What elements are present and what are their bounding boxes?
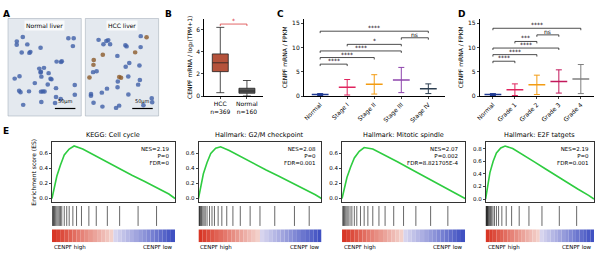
svg-text:CENPF low: CENPF low [143,244,173,250]
svg-text:0.0: 0.0 [186,195,195,201]
svg-text:NES=2.07P=0.002FDR=8.821705E-4: NES=2.07P=0.002FDR=8.821705E-4 [407,146,459,166]
svg-text:0.4: 0.4 [329,165,338,171]
svg-text:****: **** [520,41,532,48]
svg-text:Stage II: Stage II [356,101,378,123]
svg-text:Hallmark: E2F tatgets: Hallmark: E2F tatgets [504,131,575,139]
svg-text:Stage IV: Stage IV [408,100,432,124]
svg-text:Grade 2: Grade 2 [518,101,540,123]
svg-text:Stage III: Stage III [382,101,405,124]
svg-text:*: * [232,17,235,24]
svg-text:D: D [458,9,465,19]
svg-text:5: 5 [296,68,300,75]
svg-text:****: **** [328,57,340,64]
svg-text:Stage I: Stage I [330,101,351,122]
svg-text:0.8: 0.8 [473,145,482,151]
svg-text:15: 15 [292,19,300,26]
svg-text:0.2: 0.2 [186,180,195,186]
svg-text:0.0: 0.0 [39,195,48,201]
svg-text:NES=2.19P=0FDR=0: NES=2.19P=0FDR=0 [141,146,169,166]
svg-text:CENPF high: CENPF high [54,244,86,251]
svg-text:CENPF low: CENPF low [562,244,592,250]
svg-text:KEGG: Cell cycle: KEGG: Cell cycle [86,131,140,139]
svg-text:0.2: 0.2 [329,180,338,186]
svg-text:Grade 4: Grade 4 [562,101,584,123]
svg-text:50μm: 50μm [58,98,73,105]
svg-text:B: B [165,9,172,19]
svg-text:*: * [373,37,376,44]
svg-text:0: 0 [472,92,476,99]
svg-text:****: **** [355,44,367,51]
svg-text:****: **** [498,54,510,61]
svg-text:0.4: 0.4 [473,171,482,177]
svg-text:0: 0 [196,92,200,99]
svg-text:0.6: 0.6 [186,150,195,156]
svg-text:ns: ns [411,31,418,38]
svg-text:0.6: 0.6 [39,150,48,156]
svg-text:10: 10 [468,44,476,51]
svg-text:0: 0 [296,92,300,99]
svg-text:50μm: 50μm [135,98,150,105]
svg-text:0.2: 0.2 [39,180,48,186]
svg-text:CENPF low: CENPF low [290,244,320,250]
svg-text:0.6: 0.6 [473,158,482,164]
svg-text:A: A [3,9,10,19]
svg-text:HCC liver: HCC liver [108,22,136,29]
svg-text:CENPF high: CENPF high [488,244,520,251]
svg-text:2: 2 [196,70,200,77]
svg-text:****: **** [531,21,543,28]
svg-text:ns: ns [544,28,551,35]
svg-text:0.4: 0.4 [186,165,195,171]
svg-text:****: **** [509,48,521,55]
svg-text:****: **** [341,51,353,58]
svg-text:4: 4 [196,48,200,55]
svg-text:15: 15 [468,19,476,26]
svg-text:Normal: Normal [475,101,496,122]
svg-text:CENPF low: CENPF low [433,244,463,250]
svg-text:CENPF mRNA / log₂(TPM+1): CENPF mRNA / log₂(TPM+1) [186,16,194,99]
svg-text:0.4: 0.4 [39,165,48,171]
svg-text:CENPF high: CENPF high [200,244,232,251]
svg-text:10: 10 [292,44,300,51]
svg-text:CENPF mRNA / FPKM: CENPF mRNA / FPKM [457,26,464,88]
svg-text:NES=2.08P=0FDR=0.001: NES=2.08P=0FDR=0.001 [284,146,316,166]
svg-text:Grade 1: Grade 1 [496,101,518,123]
svg-text:E: E [3,126,9,136]
svg-text:C: C [277,9,284,19]
svg-text:CENPF high: CENPF high [344,244,376,251]
svg-text:5: 5 [472,68,476,75]
svg-text:****: **** [368,24,380,31]
svg-text:0.0: 0.0 [473,196,482,202]
svg-text:0.6: 0.6 [329,150,338,156]
svg-text:CENPF mRNA / FPKM: CENPF mRNA / FPKM [281,26,288,88]
svg-text:NES=2.19P=0FDR=0.001: NES=2.19P=0FDR=0.001 [557,146,589,166]
svg-text:0.2: 0.2 [473,183,482,189]
svg-text:Hallmark: Mitotic spindle: Hallmark: Mitotic spindle [363,131,444,139]
svg-text:HCCn=369: HCCn=369 [210,100,230,115]
svg-text:Normaln=160: Normaln=160 [236,100,258,115]
svg-text:Normal: Normal [303,101,324,122]
svg-text:0.0: 0.0 [329,195,338,201]
svg-text:6: 6 [196,26,200,33]
svg-text:Hallmark: G2/M checkpoint: Hallmark: G2/M checkpoint [215,131,304,139]
svg-text:Grade 3: Grade 3 [540,101,562,123]
svg-text:Normal liver: Normal liver [26,22,63,29]
svg-text:***: *** [521,34,530,41]
svg-text:Enrichment score (ES): Enrichment score (ES) [30,139,37,206]
